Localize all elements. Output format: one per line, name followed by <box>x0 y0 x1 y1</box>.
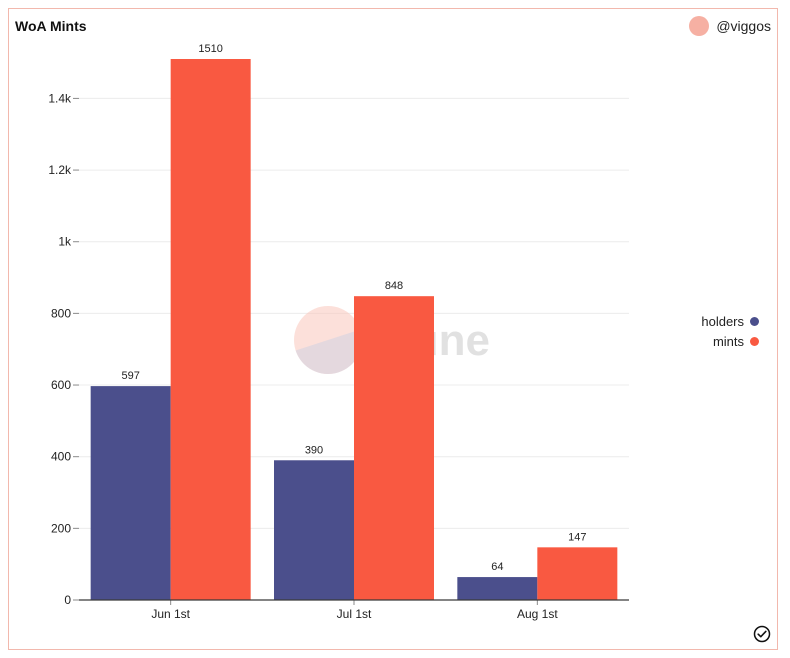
chart-card: WoA Mints @viggos Dune 597 1510 390 848 64 14… <box>8 8 778 650</box>
bar-mints-0 <box>170 59 251 600</box>
y-tick-label: 600 <box>51 378 71 392</box>
bar-chart: Dune 597 1510 390 848 64 147 0 200 400 600 800 1k 1… <box>48 43 629 621</box>
y-axis: 0 200 400 600 800 1k 1.2k 1.4k <box>48 91 79 607</box>
legend: holders mints <box>701 311 759 351</box>
legend-dot-holders <box>750 316 759 326</box>
bar-mints-1 <box>354 296 434 600</box>
x-tick-label: Aug 1st <box>517 607 558 621</box>
y-tick-label: 1.4k <box>48 91 72 105</box>
legend-dot-mints <box>750 336 759 346</box>
y-tick-label: 1k <box>58 235 72 249</box>
legend-label-holders: holders <box>701 313 744 329</box>
bar-mints-2 <box>537 547 618 600</box>
bar-labels: 597 1510 390 848 64 147 <box>121 43 586 573</box>
bars <box>90 59 618 600</box>
data-label: 64 <box>491 561 503 573</box>
legend-label-mints: mints <box>712 333 744 349</box>
data-label: 1510 <box>198 43 222 55</box>
bar-holders-1 <box>274 460 354 600</box>
owner-badge[interactable]: @viggos <box>689 16 771 36</box>
data-label: 848 <box>385 280 403 292</box>
chart-title: WoA Mints <box>15 18 87 34</box>
x-tick-label: Jun 1st <box>151 607 190 621</box>
y-tick-label: 400 <box>51 450 71 464</box>
bar-holders-0 <box>90 386 171 600</box>
y-tick-label: 1.2k <box>48 163 72 177</box>
check-circle-icon[interactable] <box>753 625 771 643</box>
data-label: 390 <box>305 444 323 456</box>
bar-holders-2 <box>457 577 538 600</box>
x-axis: Jun 1st Jul 1st Aug 1st <box>79 599 629 621</box>
dune-watermark: Dune <box>294 306 490 374</box>
data-label: 147 <box>568 531 586 543</box>
y-tick-label: 200 <box>51 521 71 535</box>
data-label: 597 <box>121 370 139 382</box>
legend-item-holders[interactable]: holders <box>701 311 759 331</box>
legend-item-mints[interactable]: mints <box>701 331 759 351</box>
y-tick-label: 800 <box>51 306 71 320</box>
x-tick-label: Jul 1st <box>337 607 372 621</box>
owner-name[interactable]: @viggos <box>716 18 771 34</box>
watermark-logo-lower-icon <box>295 329 362 374</box>
avatar <box>689 16 710 36</box>
y-tick-label: 0 <box>64 593 71 607</box>
